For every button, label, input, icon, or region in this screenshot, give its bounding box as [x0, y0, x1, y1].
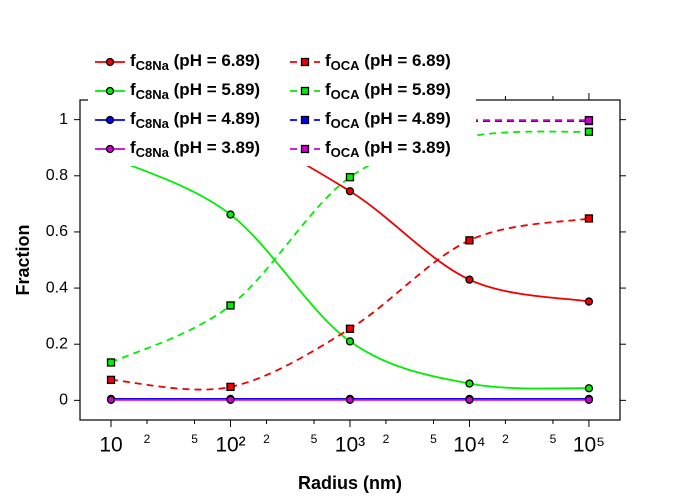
marker [226, 382, 235, 392]
marker [584, 297, 594, 306]
legend-label: fC8Na (pH = 6.89) [130, 51, 260, 73]
series-line [110, 156, 589, 390]
marker [584, 395, 594, 404]
y-tick-label: 0.4 [46, 279, 68, 296]
marker [465, 236, 474, 245]
y-tick-label: 1 [59, 111, 68, 128]
marker [226, 395, 235, 404]
y-tick-label: 0.2 [46, 335, 68, 352]
legend-marker [300, 86, 310, 96]
legend-label: fC8Na (pH = 3.89) [130, 138, 260, 160]
y-tick-label: 0.6 [46, 223, 68, 240]
x-tick-label: 10⁵ [573, 434, 605, 457]
legend-marker [105, 144, 115, 154]
x-minor-tick-label: 2 [144, 432, 151, 446]
legend-marker [105, 57, 115, 67]
series-line [110, 217, 590, 391]
x-minor-tick-label: 2 [383, 432, 390, 446]
y-tick-label: 0 [59, 392, 68, 409]
x-minor-tick-label: 5 [191, 432, 198, 446]
marker [584, 384, 594, 393]
x-tick-label: 10² [215, 434, 245, 457]
x-minor-tick-label: 5 [550, 432, 557, 446]
marker [106, 375, 116, 385]
marker [584, 214, 594, 223]
x-axis-title: Radius (nm) [298, 473, 402, 493]
marker [106, 395, 116, 404]
legend-background [88, 44, 476, 166]
marker [465, 275, 474, 284]
x-tick-label: 10³ [335, 434, 365, 457]
legend-label: fC8Na (pH = 4.89) [130, 109, 260, 131]
marker [584, 116, 594, 125]
marker [345, 395, 355, 404]
legend: fC8Na (pH = 6.89) fC8Na (pH = 5.89) fC8Na … [88, 44, 476, 166]
series-line [110, 130, 589, 364]
x-minor-tick-label: 2 [502, 432, 509, 446]
marker [345, 173, 355, 182]
legend-marker [105, 115, 115, 125]
x-tick-label: 10⁴ [453, 434, 485, 457]
marker [106, 358, 116, 367]
marker [584, 127, 594, 136]
legend-label: fOCA (pH = 4.89) [325, 109, 451, 131]
legend-marker [105, 86, 115, 96]
marker [465, 395, 474, 404]
legend-label: fOCA (pH = 6.89) [325, 51, 451, 73]
legend-label: fOCA (pH = 5.89) [325, 80, 451, 102]
x-tick-label: 10 [99, 434, 122, 457]
y-tick-label: 0.8 [46, 167, 68, 184]
marker [345, 187, 355, 196]
legend-label: fOCA (pH = 3.89) [325, 138, 451, 160]
x-minor-tick-label: 2 [263, 432, 270, 446]
legend-marker [300, 57, 310, 67]
marker [465, 379, 474, 388]
legend-marker [300, 144, 310, 154]
y-axis-title: Fraction [13, 224, 33, 295]
legend-label: fC8Na (pH = 5.89) [130, 80, 260, 102]
x-minor-tick-label: 5 [311, 432, 318, 446]
marker [226, 301, 235, 310]
marker [226, 210, 235, 219]
marker [345, 337, 355, 346]
marker [345, 324, 355, 333]
x-minor-tick-label: 5 [430, 432, 437, 446]
legend-marker [300, 115, 310, 125]
